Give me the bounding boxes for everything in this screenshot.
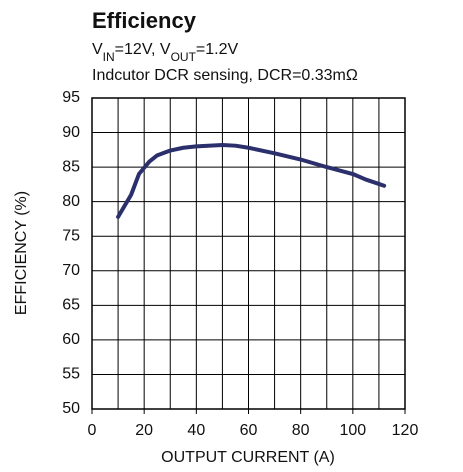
x-axis-label: OUTPUT CURRENT (A) [161,449,335,466]
series-line [116,142,387,219]
y-tick-label: 50 [62,400,80,417]
x-tick-label: 60 [240,422,258,439]
y-tick-label: 55 [62,366,80,383]
x-tick-label: 80 [292,422,310,439]
y-tick-label: 95 [62,89,80,106]
subtitle-part: =12V, V [115,41,171,58]
chart-subtitle: VIN=12V, VOUT=1.2V [92,41,239,64]
y-axis-label: EFFICIENCY (%) [13,191,30,315]
plot-frame [91,97,406,410]
subtitle-part: OUT [171,50,197,64]
y-tick-label: 70 [62,262,80,279]
x-tick-label: 0 [88,422,97,439]
y-tick-label: 80 [62,193,80,210]
subtitle-part: V [92,41,103,58]
y-tick-label: 75 [62,227,80,244]
subtitle-part: =1.2V [196,41,239,58]
x-tick-label: 40 [187,422,205,439]
subtitle-part: IN [103,50,115,64]
annotation: Indcutor DCR sensing, DCR=0.33mΩ [92,67,358,84]
y-tick-label: 90 [62,124,80,141]
y-tick-label: 65 [62,297,80,314]
x-tick-label: 120 [392,422,419,439]
x-tick-label: 20 [135,422,153,439]
y-tick-label: 85 [62,158,80,175]
y-tick-label: 60 [62,331,80,348]
chart-title: Efficiency [92,8,197,33]
x-tick-label: 100 [339,422,366,439]
